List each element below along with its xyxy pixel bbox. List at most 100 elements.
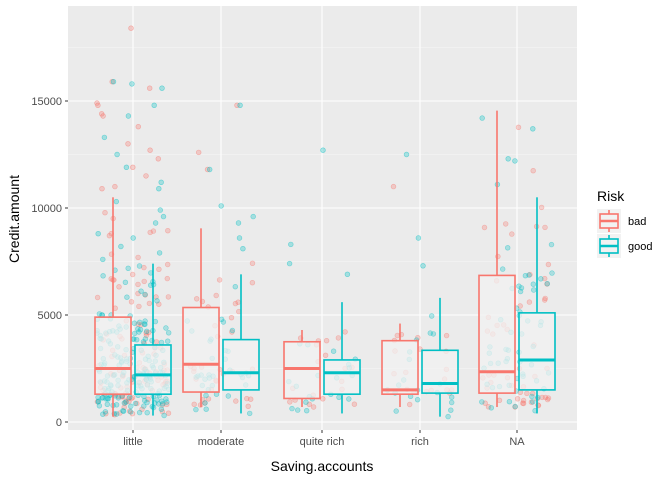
jitter-point	[322, 352, 329, 358]
jitter-point	[430, 331, 437, 337]
box-good-quite-rich-body	[323, 359, 361, 395]
outlier-point	[390, 183, 397, 190]
jitter-point	[146, 300, 153, 307]
jitter-point	[141, 321, 148, 327]
jitter-point	[145, 396, 151, 402]
jitter-point	[213, 292, 219, 299]
jitter-point	[448, 407, 454, 413]
jitter-point	[544, 396, 551, 403]
jitter-point	[144, 410, 150, 416]
legend-label-good: good	[628, 241, 652, 253]
jitter-point	[229, 329, 235, 335]
jitter-point	[161, 412, 167, 419]
jitter-point	[141, 278, 147, 285]
jitter-point	[429, 313, 435, 319]
jitter-point	[141, 403, 147, 409]
jitter-point	[106, 233, 113, 239]
jitter-point	[143, 332, 150, 338]
jitter-point	[544, 281, 550, 287]
jitter-point	[542, 224, 548, 231]
jitter-point	[520, 397, 527, 404]
outlier-point	[512, 158, 518, 164]
jitter-point	[134, 337, 140, 343]
jitter-point	[131, 320, 138, 326]
outlier-point	[125, 113, 132, 119]
jitter-point	[229, 327, 236, 334]
jitter-point	[517, 288, 524, 295]
outlier-point	[479, 115, 485, 121]
box-bad-na	[478, 110, 516, 408]
jitter-point	[128, 395, 135, 402]
box-bad-rich	[381, 323, 419, 408]
jitter-point	[323, 338, 330, 344]
outlier-point	[129, 81, 135, 87]
jitter-point	[155, 401, 162, 407]
y-tick-label-3: 15000	[31, 96, 62, 108]
jitter-point	[220, 319, 227, 325]
jitter-point	[136, 409, 143, 416]
jitter-point	[113, 402, 120, 408]
jitter-point	[134, 400, 140, 407]
jitter-point	[128, 299, 135, 305]
box-bad-rich-body	[381, 339, 419, 395]
jitter-point	[94, 399, 101, 405]
jitter-point	[113, 411, 120, 417]
jitter-point	[144, 399, 150, 406]
x-tick-label-2: quite rich	[300, 436, 345, 448]
jitter-point	[135, 326, 141, 332]
jitter-point	[346, 396, 352, 402]
jitter-point	[545, 395, 552, 401]
outlier-point	[530, 126, 536, 132]
outlier-point	[236, 235, 243, 241]
jitter-point	[202, 400, 208, 406]
jitter-point	[150, 228, 157, 234]
boxplots	[94, 110, 556, 417]
jitter-point	[125, 395, 132, 402]
jitter-point	[205, 396, 212, 402]
jitter-point	[132, 330, 138, 337]
legend-key-bad	[597, 209, 621, 233]
jitter-point	[522, 273, 529, 279]
outlier-point	[143, 173, 149, 179]
outlier-point	[147, 147, 153, 153]
jitter-point	[330, 348, 337, 354]
jitter-point	[527, 271, 533, 278]
jitter-point	[216, 277, 223, 283]
jitter-point	[147, 229, 153, 236]
jitter-point	[235, 299, 241, 305]
jitter-point	[479, 399, 485, 405]
x-tick-label-4: NA	[509, 436, 525, 448]
legend-title: Risk	[597, 188, 625, 204]
jitter-point	[117, 410, 123, 416]
jitter-point	[485, 404, 492, 410]
jitter-point	[407, 401, 413, 408]
box-bad-little	[94, 197, 132, 417]
jitter-point	[165, 410, 172, 416]
jitter-point	[95, 399, 101, 405]
jitter-point	[102, 210, 108, 216]
jitter-point	[100, 273, 106, 279]
jitter-point	[249, 260, 256, 266]
outlier-point	[320, 147, 326, 153]
jitter-point	[194, 296, 200, 302]
outlier-point	[157, 207, 164, 213]
outlier-point	[250, 213, 256, 220]
y-axis: 0 5000 10000 15000	[31, 96, 68, 429]
y-tick-label-0: 0	[56, 417, 62, 429]
jitter-point	[126, 398, 132, 405]
jitter-point	[304, 408, 310, 414]
jitter-point	[538, 204, 545, 211]
outlier-point	[123, 164, 130, 171]
jitter-point	[306, 401, 312, 407]
jitter-point	[530, 168, 536, 174]
jitter-point	[135, 321, 141, 327]
jitter-point	[160, 401, 166, 407]
jitter-point	[165, 261, 171, 268]
jitter-point	[517, 303, 523, 309]
jitter-point	[247, 410, 253, 417]
jitter-point	[100, 395, 106, 401]
jitter-point	[542, 394, 549, 401]
outlier-point	[286, 260, 293, 267]
jitter-point	[542, 295, 548, 302]
